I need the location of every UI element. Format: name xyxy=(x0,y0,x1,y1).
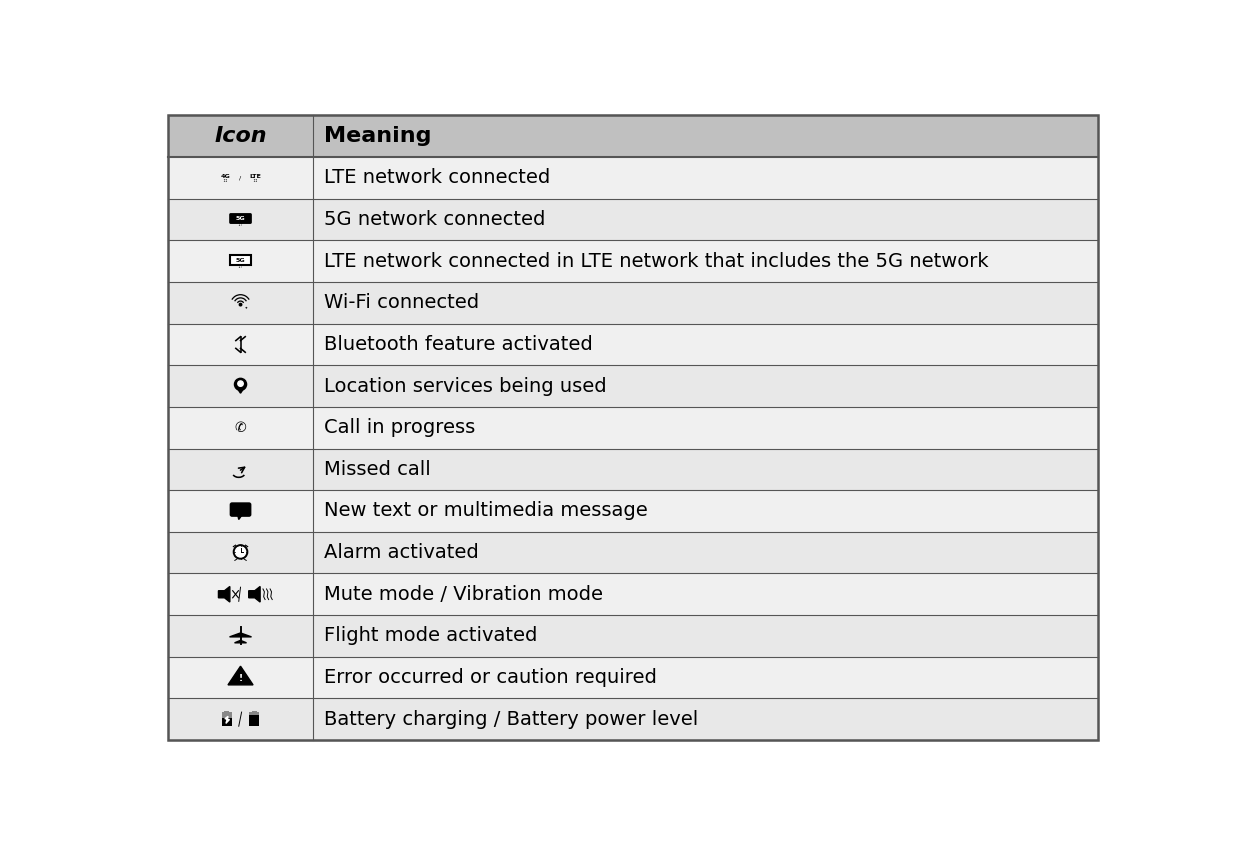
Bar xyxy=(313,449,1099,490)
Polygon shape xyxy=(248,586,260,602)
Text: 5G network connected: 5G network connected xyxy=(324,210,545,229)
Bar xyxy=(313,407,1099,449)
Circle shape xyxy=(240,303,242,306)
Bar xyxy=(168,365,313,407)
Bar xyxy=(313,532,1099,573)
Bar xyxy=(313,490,1099,532)
Bar xyxy=(313,698,1099,740)
Text: Mute mode / Vibration mode: Mute mode / Vibration mode xyxy=(324,584,603,604)
Polygon shape xyxy=(235,385,246,393)
Text: ↓↑: ↓↑ xyxy=(237,223,243,227)
Bar xyxy=(168,698,313,740)
Text: ✦: ✦ xyxy=(245,306,248,309)
Text: /: / xyxy=(240,175,241,180)
Text: 5G: 5G xyxy=(236,257,245,263)
Bar xyxy=(313,656,1099,698)
Bar xyxy=(168,656,313,698)
Polygon shape xyxy=(225,717,230,723)
Text: Meaning: Meaning xyxy=(324,126,431,147)
Bar xyxy=(313,324,1099,365)
Text: ↕↕: ↕↕ xyxy=(252,180,258,184)
FancyBboxPatch shape xyxy=(230,502,251,517)
Bar xyxy=(168,615,313,656)
Text: Missed call: Missed call xyxy=(324,460,431,479)
Circle shape xyxy=(235,547,246,557)
Text: Battery charging / Battery power level: Battery charging / Battery power level xyxy=(324,710,698,728)
Text: LTE: LTE xyxy=(250,174,262,179)
Bar xyxy=(168,490,313,532)
Bar xyxy=(313,241,1099,282)
Text: 5G: 5G xyxy=(236,216,245,221)
Bar xyxy=(168,324,313,365)
Text: !: ! xyxy=(239,673,242,683)
Text: Wi-Fi connected: Wi-Fi connected xyxy=(324,293,480,313)
Bar xyxy=(168,573,313,615)
Text: LTE network connected in LTE network that includes the 5G network: LTE network connected in LTE network tha… xyxy=(324,252,989,271)
Text: LTE network connected: LTE network connected xyxy=(324,169,550,187)
Text: ↓↑: ↓↑ xyxy=(237,264,243,268)
Polygon shape xyxy=(227,667,253,685)
Polygon shape xyxy=(219,586,230,602)
Text: ↕↕: ↕↕ xyxy=(222,180,229,184)
Bar xyxy=(168,449,313,490)
Polygon shape xyxy=(230,633,251,637)
Bar xyxy=(168,158,313,199)
Bar xyxy=(313,365,1099,407)
Text: ✆: ✆ xyxy=(235,421,246,435)
Bar xyxy=(313,115,1099,158)
Bar xyxy=(168,241,313,282)
Bar xyxy=(313,615,1099,656)
Bar xyxy=(168,282,313,324)
Bar xyxy=(313,282,1099,324)
Text: Bluetooth feature activated: Bluetooth feature activated xyxy=(324,335,593,354)
Text: 4G: 4G xyxy=(221,174,230,179)
Text: Alarm activated: Alarm activated xyxy=(324,543,480,562)
Bar xyxy=(222,718,232,726)
FancyBboxPatch shape xyxy=(230,255,251,265)
Bar xyxy=(250,715,260,726)
Bar xyxy=(250,712,260,726)
Bar xyxy=(313,158,1099,199)
Bar xyxy=(168,115,313,158)
Text: Error occurred or caution required: Error occurred or caution required xyxy=(324,668,658,687)
Bar xyxy=(225,711,230,712)
Bar xyxy=(168,407,313,449)
Bar xyxy=(252,711,257,712)
FancyBboxPatch shape xyxy=(229,213,252,224)
Bar xyxy=(222,712,232,726)
Text: Icon: Icon xyxy=(214,126,267,147)
Text: New text or multimedia message: New text or multimedia message xyxy=(324,501,648,521)
Text: Call in progress: Call in progress xyxy=(324,418,476,437)
Polygon shape xyxy=(237,514,242,519)
Bar xyxy=(313,573,1099,615)
Circle shape xyxy=(237,381,243,386)
Circle shape xyxy=(234,545,247,559)
Polygon shape xyxy=(235,640,246,643)
Bar xyxy=(168,199,313,241)
Bar xyxy=(168,532,313,573)
Circle shape xyxy=(235,379,246,390)
Text: Location services being used: Location services being used xyxy=(324,377,607,396)
Text: Flight mode activated: Flight mode activated xyxy=(324,627,538,645)
Bar xyxy=(313,199,1099,241)
